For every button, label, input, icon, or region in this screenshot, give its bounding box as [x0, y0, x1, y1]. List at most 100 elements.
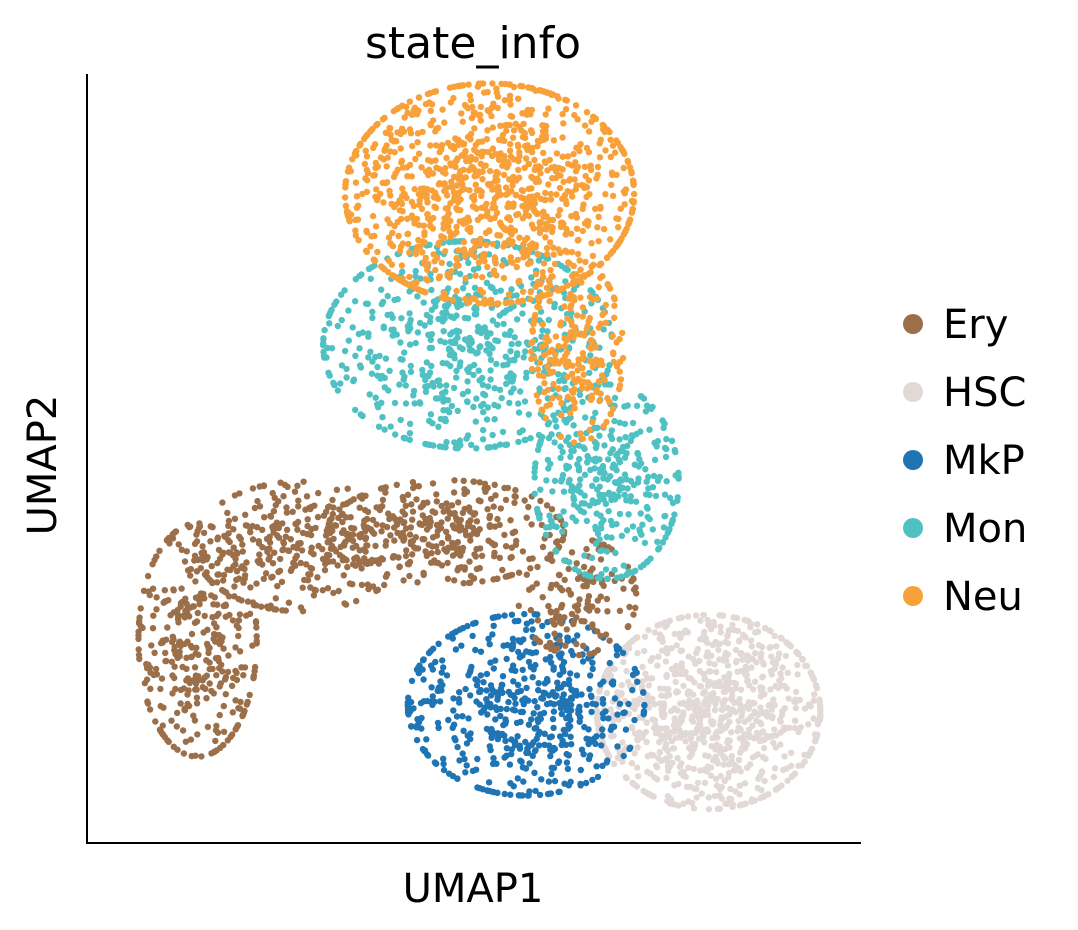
point-ery [222, 602, 229, 609]
point-mon [555, 371, 562, 378]
point-neu [432, 128, 439, 135]
point-ery [563, 626, 570, 633]
point-hsc [746, 732, 753, 739]
point-mkp [633, 669, 640, 676]
point-ery [144, 572, 152, 580]
point-ery [193, 694, 201, 701]
point-ery [254, 497, 261, 505]
point-neu [453, 287, 460, 295]
point-neu [540, 260, 548, 267]
point-mkp [517, 708, 524, 716]
point-mon [627, 477, 635, 485]
point-mkp [551, 777, 559, 785]
point-neu [602, 147, 609, 154]
point-hsc [671, 671, 678, 678]
point-mkp [546, 790, 553, 797]
point-mon [556, 513, 563, 520]
point-mkp [564, 634, 572, 641]
point-hsc [769, 732, 776, 740]
point-mon [598, 571, 605, 578]
point-mon [663, 435, 670, 443]
point-ery [280, 540, 288, 547]
point-neu [356, 141, 364, 148]
point-mkp [508, 666, 515, 674]
point-mon [459, 390, 467, 398]
point-neu [510, 127, 518, 134]
point-hsc [675, 802, 682, 809]
point-mkp [578, 746, 586, 753]
point-mon [487, 376, 494, 383]
point-hsc [765, 791, 772, 798]
point-ery [501, 484, 508, 492]
point-mon [352, 406, 359, 414]
point-hsc [657, 631, 664, 638]
point-mon [447, 313, 455, 320]
point-mon [600, 326, 607, 333]
point-neu [370, 144, 377, 151]
point-ery [183, 548, 190, 555]
point-neu [533, 392, 540, 399]
point-mkp [514, 681, 522, 689]
point-neu [399, 208, 406, 215]
point-mon [589, 482, 596, 489]
point-ery [315, 489, 322, 497]
point-neu [441, 187, 448, 195]
point-ery [323, 551, 331, 558]
point-ery [216, 683, 223, 690]
point-mon [427, 336, 434, 343]
point-mon [491, 416, 498, 423]
point-mkp [529, 649, 536, 657]
point-hsc [726, 670, 733, 677]
point-neu [446, 228, 453, 235]
point-neu [587, 345, 595, 352]
point-neu [506, 147, 514, 154]
point-ery [157, 639, 165, 647]
scatter-points [135, 80, 824, 813]
point-neu [414, 286, 421, 293]
point-ery [294, 518, 302, 526]
point-ery [508, 553, 515, 561]
point-hsc [671, 705, 678, 712]
point-mon [356, 362, 364, 369]
point-ery [239, 563, 246, 570]
point-neu [415, 190, 422, 198]
point-mon [508, 286, 515, 293]
point-mon [466, 342, 473, 349]
point-hsc [758, 687, 765, 695]
point-neu [597, 205, 604, 212]
point-mkp [610, 723, 618, 730]
point-ery [330, 535, 337, 543]
point-hsc [753, 621, 761, 628]
point-ery [509, 529, 516, 537]
point-mkp [609, 678, 617, 685]
point-neu [409, 214, 416, 221]
point-mon [396, 381, 403, 388]
point-mkp [452, 646, 460, 653]
point-neu [475, 168, 483, 175]
point-mon [369, 358, 376, 365]
point-neu [492, 173, 499, 180]
point-mon [464, 378, 471, 385]
point-mkp [534, 704, 541, 711]
point-mon [559, 471, 567, 479]
point-mon [625, 511, 632, 518]
point-ery [151, 649, 158, 656]
point-hsc [810, 697, 817, 704]
point-mkp [499, 681, 506, 689]
point-neu [568, 162, 576, 169]
point-hsc [801, 705, 809, 712]
point-ery [270, 508, 278, 515]
point-ery [253, 624, 260, 631]
point-ery [296, 540, 304, 547]
point-ery [369, 583, 377, 590]
point-ery [221, 676, 229, 683]
point-ery [307, 505, 314, 513]
point-neu [388, 136, 395, 143]
point-ery [604, 608, 611, 615]
point-mon [321, 354, 328, 361]
point-hsc [657, 731, 665, 739]
point-mkp [587, 692, 595, 699]
point-neu [385, 234, 393, 241]
point-hsc [678, 664, 685, 671]
point-neu [393, 106, 400, 113]
